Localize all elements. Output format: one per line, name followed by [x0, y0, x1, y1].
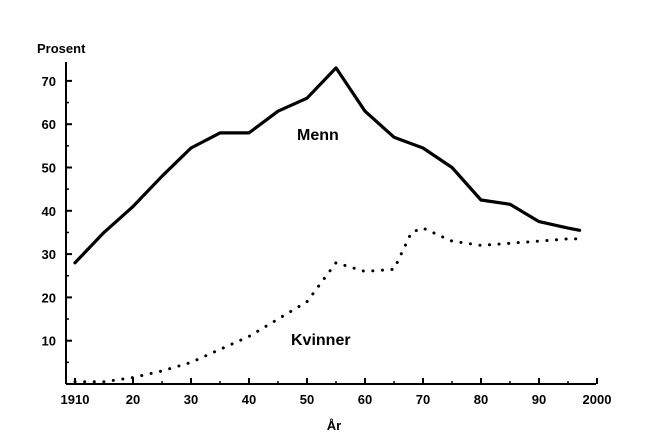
x-tick-label: 90 — [532, 392, 546, 407]
x-tick-label: 20 — [126, 392, 140, 407]
x-tick-label: 2000 — [583, 392, 612, 407]
x-tick-label: 80 — [474, 392, 488, 407]
y-tick-label: 70 — [42, 74, 56, 89]
x-tick-label: 60 — [358, 392, 372, 407]
x-ticks: 1910 20 30 40 50 60 70 80 90 2000 — [61, 378, 612, 407]
series-label-menn: Menn — [297, 127, 339, 144]
x-tick-label: 1910 — [61, 392, 90, 407]
y-tick-label: 30 — [42, 247, 56, 262]
series-label-kvinner: Kvinner — [291, 332, 351, 349]
axes — [65, 62, 596, 385]
x-tick-label: 30 — [184, 392, 198, 407]
y-ticks: 10 20 30 40 50 60 70 — [42, 74, 72, 364]
y-tick-label: 50 — [42, 161, 56, 176]
x-tick-label: 40 — [242, 392, 256, 407]
y-tick-label: 40 — [42, 204, 56, 219]
series-lines — [73, 66, 582, 384]
y-axis-title: Prosent — [37, 41, 86, 56]
series-line-kvinner — [73, 226, 582, 384]
series-line-menn — [73, 66, 582, 265]
x-tick-label: 70 — [416, 392, 430, 407]
y-tick-label: 10 — [42, 334, 56, 349]
y-tick-label: 60 — [42, 117, 56, 132]
y-tick-label: 20 — [42, 290, 56, 305]
x-tick-label: 50 — [300, 392, 314, 407]
x-axis-title: År — [327, 418, 341, 433]
